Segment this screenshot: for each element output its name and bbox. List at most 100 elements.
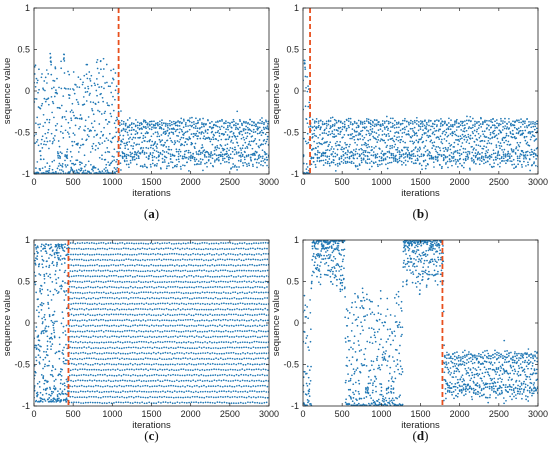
data-point <box>72 132 75 135</box>
data-point <box>98 401 101 404</box>
data-point <box>112 330 114 333</box>
data-point <box>40 243 43 246</box>
data-point <box>219 120 221 122</box>
data-point <box>195 132 198 135</box>
data-point <box>139 385 142 388</box>
data-point <box>138 379 141 382</box>
data-point <box>35 77 38 80</box>
data-point <box>467 156 470 159</box>
data-point <box>133 158 136 161</box>
data-point <box>143 153 146 155</box>
data-point <box>124 154 126 157</box>
data-point <box>145 341 148 343</box>
data-point <box>145 368 147 371</box>
data-point <box>165 146 168 148</box>
data-point <box>237 128 240 131</box>
data-point <box>47 97 50 100</box>
data-point <box>89 341 91 343</box>
data-point <box>56 92 59 95</box>
data-point <box>124 291 126 294</box>
data-point <box>153 155 156 158</box>
data-point <box>150 135 153 138</box>
data-point <box>39 169 42 172</box>
data-point <box>80 258 83 261</box>
data-point <box>332 155 335 158</box>
data-point <box>241 155 244 157</box>
data-point <box>403 157 405 159</box>
data-point <box>174 164 176 167</box>
data-point <box>399 141 402 144</box>
data-point <box>75 313 78 316</box>
data-point <box>325 120 328 123</box>
data-point <box>139 363 141 366</box>
data-point <box>443 138 446 140</box>
data-point <box>505 139 507 142</box>
data-point <box>80 248 83 251</box>
data-point <box>52 293 55 296</box>
data-point <box>467 127 470 130</box>
data-point <box>179 396 182 399</box>
data-point <box>140 368 143 371</box>
data-point <box>81 396 83 399</box>
data-point <box>154 341 157 344</box>
data-point <box>327 120 330 123</box>
data-point <box>123 358 126 360</box>
data-point <box>436 119 438 121</box>
data-point <box>494 135 497 137</box>
data-point <box>72 314 75 317</box>
data-point <box>413 134 416 137</box>
data-point <box>206 165 208 168</box>
data-point <box>71 144 74 147</box>
data-point <box>101 154 103 157</box>
data-point <box>238 133 241 135</box>
data-point <box>103 379 105 382</box>
data-point <box>79 379 82 382</box>
data-point <box>112 253 115 256</box>
data-point <box>264 142 267 145</box>
data-point <box>155 122 157 125</box>
data-point <box>180 379 183 382</box>
data-point <box>154 164 156 166</box>
data-point <box>125 247 127 250</box>
data-point <box>135 379 138 382</box>
data-point <box>50 336 53 339</box>
data-point <box>485 156 487 159</box>
data-point <box>87 87 90 90</box>
data-point <box>70 340 72 343</box>
data-point <box>175 148 178 151</box>
data-point <box>52 137 55 140</box>
data-point <box>175 121 177 124</box>
data-point <box>74 242 77 245</box>
data-point <box>74 319 76 322</box>
data-point <box>364 127 366 130</box>
data-point <box>329 120 332 122</box>
data-point <box>137 368 140 371</box>
data-point <box>163 159 166 161</box>
data-point <box>205 161 208 164</box>
data-point <box>157 133 159 135</box>
data-point <box>177 150 180 153</box>
data-point <box>136 314 139 316</box>
data-point <box>70 117 72 120</box>
data-point <box>66 131 69 134</box>
data-point <box>182 126 185 129</box>
data-point <box>188 156 190 158</box>
data-point <box>255 123 257 126</box>
data-point <box>150 166 152 168</box>
data-point <box>53 331 56 334</box>
data-point <box>343 147 345 150</box>
data-point <box>372 154 375 157</box>
data-point <box>521 166 523 168</box>
data-point <box>151 154 154 157</box>
data-point <box>507 140 510 143</box>
data-point <box>143 126 145 129</box>
data-point <box>156 369 159 372</box>
data-point <box>154 140 157 143</box>
data-point <box>60 398 63 401</box>
data-point <box>138 124 141 127</box>
data-point <box>108 325 111 328</box>
data-point <box>477 127 480 129</box>
data-point <box>495 134 498 136</box>
data-point <box>458 152 461 155</box>
data-point <box>47 294 50 297</box>
